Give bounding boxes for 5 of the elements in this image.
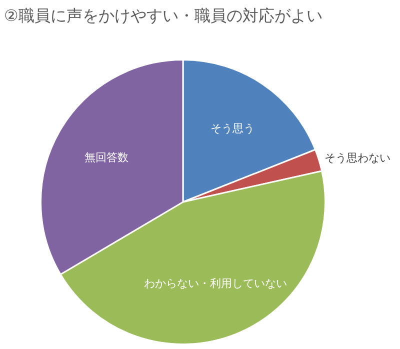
chart-title: ②職員に声をかけやすい・職員の対応がよい bbox=[4, 6, 322, 27]
slice-label: わからない・利用していない bbox=[144, 276, 287, 290]
slice-label: そう思わない bbox=[324, 151, 391, 164]
slice-label: そう思う bbox=[210, 122, 255, 135]
slice-label: 無回答数 bbox=[84, 151, 128, 164]
